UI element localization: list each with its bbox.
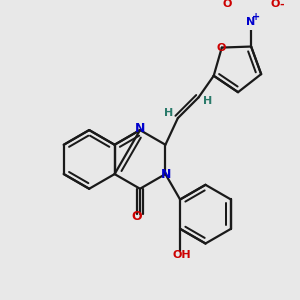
Text: N: N — [135, 122, 145, 135]
Text: O: O — [223, 0, 232, 9]
Text: O: O — [270, 0, 280, 9]
Text: O: O — [131, 210, 142, 223]
Text: N: N — [247, 16, 256, 27]
Text: N: N — [161, 168, 172, 181]
Text: +: + — [251, 12, 260, 22]
Text: H: H — [203, 96, 212, 106]
Text: O: O — [216, 43, 226, 52]
Text: -: - — [280, 0, 284, 9]
Text: H: H — [164, 108, 174, 118]
Text: OH: OH — [172, 250, 191, 260]
